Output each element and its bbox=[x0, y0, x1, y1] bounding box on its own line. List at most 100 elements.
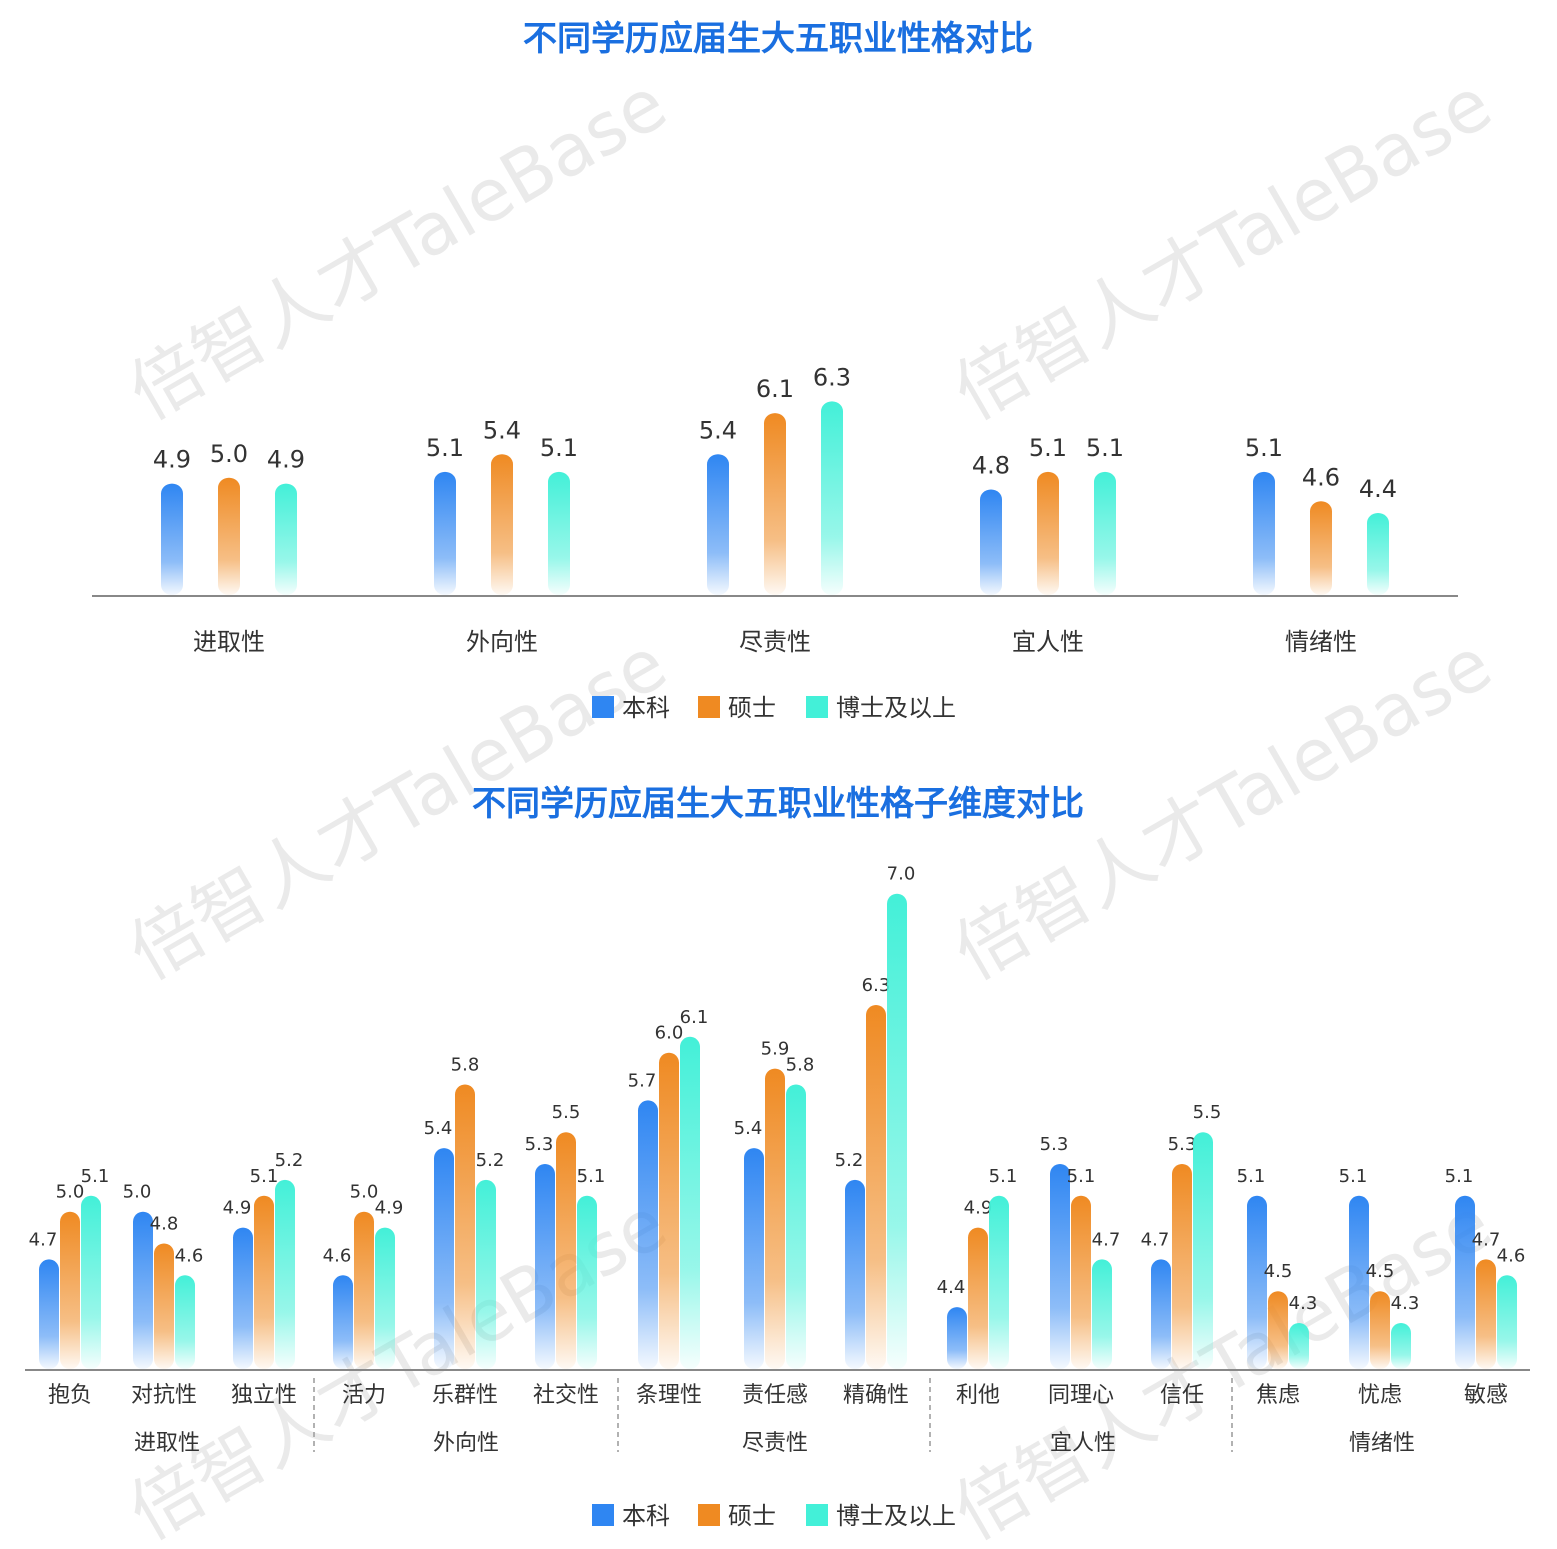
bar bbox=[275, 1179, 295, 1369]
chart1-legend[interactable]: 本科 硕士 博士及以上 bbox=[592, 694, 956, 722]
bar bbox=[233, 1227, 253, 1369]
bar bbox=[1253, 471, 1275, 595]
bar bbox=[947, 1307, 967, 1369]
bar bbox=[1476, 1259, 1496, 1369]
value-label: 5.0 bbox=[123, 1182, 152, 1203]
value-label: 4.7 bbox=[1141, 1229, 1170, 1250]
value-label: 5.1 bbox=[1067, 1166, 1096, 1187]
legend-label[interactable]: 硕士 bbox=[728, 1502, 776, 1530]
bar bbox=[887, 893, 907, 1369]
value-label: 4.7 bbox=[1092, 1229, 1121, 1250]
bar bbox=[1094, 471, 1116, 595]
category-label: 敏感 bbox=[1464, 1383, 1508, 1408]
value-label: 5.0 bbox=[350, 1182, 379, 1203]
value-label: 5.2 bbox=[835, 1150, 864, 1171]
legend-swatch[interactable] bbox=[806, 696, 828, 718]
value-label: 4.4 bbox=[1359, 475, 1397, 503]
value-label: 4.3 bbox=[1289, 1293, 1318, 1314]
value-label: 5.5 bbox=[552, 1102, 581, 1123]
value-label: 5.1 bbox=[250, 1166, 279, 1187]
value-label: 6.3 bbox=[813, 363, 851, 391]
bar bbox=[1050, 1164, 1070, 1369]
legend-label[interactable]: 本科 bbox=[622, 1502, 670, 1530]
value-label: 5.1 bbox=[1245, 434, 1283, 462]
value-label: 5.1 bbox=[1339, 1166, 1368, 1187]
value-label: 5.1 bbox=[540, 434, 578, 462]
bar bbox=[765, 1068, 785, 1369]
category-label: 活力 bbox=[342, 1383, 386, 1408]
value-label: 4.9 bbox=[153, 446, 191, 474]
value-label: 5.0 bbox=[56, 1182, 85, 1203]
legend-swatch[interactable] bbox=[698, 696, 720, 718]
bar bbox=[434, 1148, 454, 1369]
group-label: 进取性 bbox=[134, 1431, 200, 1456]
legend-swatch[interactable] bbox=[698, 1504, 720, 1526]
legend-label[interactable]: 硕士 bbox=[728, 694, 776, 722]
category-label: 进取性 bbox=[193, 628, 265, 656]
value-label: 4.5 bbox=[1264, 1261, 1293, 1282]
group-label: 外向性 bbox=[433, 1431, 499, 1456]
bar bbox=[845, 1179, 865, 1369]
value-label: 6.1 bbox=[756, 375, 794, 403]
category-label: 乐群性 bbox=[432, 1383, 498, 1408]
value-label: 5.1 bbox=[1086, 434, 1124, 462]
bar bbox=[1367, 513, 1389, 595]
bar bbox=[556, 1132, 576, 1369]
value-label: 4.6 bbox=[1302, 463, 1340, 491]
value-label: 4.9 bbox=[223, 1198, 252, 1219]
legend-label[interactable]: 博士及以上 bbox=[836, 1502, 956, 1530]
value-label: 5.1 bbox=[577, 1166, 606, 1187]
value-label: 4.4 bbox=[937, 1277, 966, 1298]
category-label: 焦虑 bbox=[1256, 1383, 1300, 1408]
bar bbox=[275, 483, 297, 595]
bar bbox=[535, 1164, 555, 1369]
legend-label[interactable]: 博士及以上 bbox=[836, 694, 956, 722]
bar bbox=[218, 477, 240, 595]
value-label: 5.0 bbox=[210, 440, 248, 468]
group-label: 情绪性 bbox=[1349, 1431, 1415, 1456]
legend-label[interactable]: 本科 bbox=[622, 694, 670, 722]
value-label: 6.1 bbox=[680, 1007, 709, 1028]
bar bbox=[161, 483, 183, 595]
bar bbox=[1172, 1164, 1192, 1369]
chart2-legend[interactable]: 本科 硕士 博士及以上 bbox=[592, 1502, 956, 1530]
bar bbox=[1092, 1259, 1112, 1369]
bar bbox=[354, 1211, 374, 1369]
bar bbox=[1391, 1323, 1411, 1369]
value-label: 5.4 bbox=[483, 416, 521, 444]
category-label: 信任 bbox=[1160, 1383, 1204, 1408]
value-label: 5.1 bbox=[1029, 434, 1067, 462]
bar bbox=[786, 1084, 806, 1369]
value-label: 5.5 bbox=[1193, 1102, 1222, 1123]
bar bbox=[133, 1211, 153, 1369]
bar bbox=[476, 1179, 496, 1369]
legend-swatch[interactable] bbox=[592, 696, 614, 718]
bar bbox=[1037, 471, 1059, 595]
category-label: 同理心 bbox=[1048, 1383, 1114, 1408]
bar bbox=[1289, 1323, 1309, 1369]
value-label: 5.4 bbox=[424, 1118, 453, 1139]
category-label: 责任感 bbox=[742, 1383, 808, 1408]
value-label: 5.4 bbox=[699, 416, 737, 444]
group-label: 尽责性 bbox=[742, 1431, 808, 1456]
value-label: 4.3 bbox=[1391, 1293, 1420, 1314]
category-label: 对抗性 bbox=[131, 1383, 197, 1408]
category-label: 利他 bbox=[956, 1383, 1000, 1408]
legend-swatch[interactable] bbox=[592, 1504, 614, 1526]
chart1-title: 不同学历应届生大五职业性格对比 bbox=[523, 19, 1033, 59]
chart2-title: 不同学历应届生大五职业性格子维度对比 bbox=[472, 784, 1084, 824]
bar bbox=[1193, 1132, 1213, 1369]
category-label: 精确性 bbox=[843, 1383, 909, 1408]
bar bbox=[1247, 1195, 1267, 1369]
bar bbox=[1370, 1291, 1390, 1369]
legend-swatch[interactable] bbox=[806, 1504, 828, 1526]
value-label: 4.6 bbox=[323, 1245, 352, 1266]
category-label: 宜人性 bbox=[1012, 628, 1084, 656]
value-label: 4.9 bbox=[267, 446, 305, 474]
bar bbox=[638, 1100, 658, 1369]
value-label: 5.3 bbox=[1040, 1134, 1069, 1155]
value-label: 4.6 bbox=[1497, 1245, 1526, 1266]
category-label: 忧虑 bbox=[1358, 1383, 1402, 1408]
bar bbox=[491, 454, 513, 595]
bar bbox=[254, 1195, 274, 1369]
